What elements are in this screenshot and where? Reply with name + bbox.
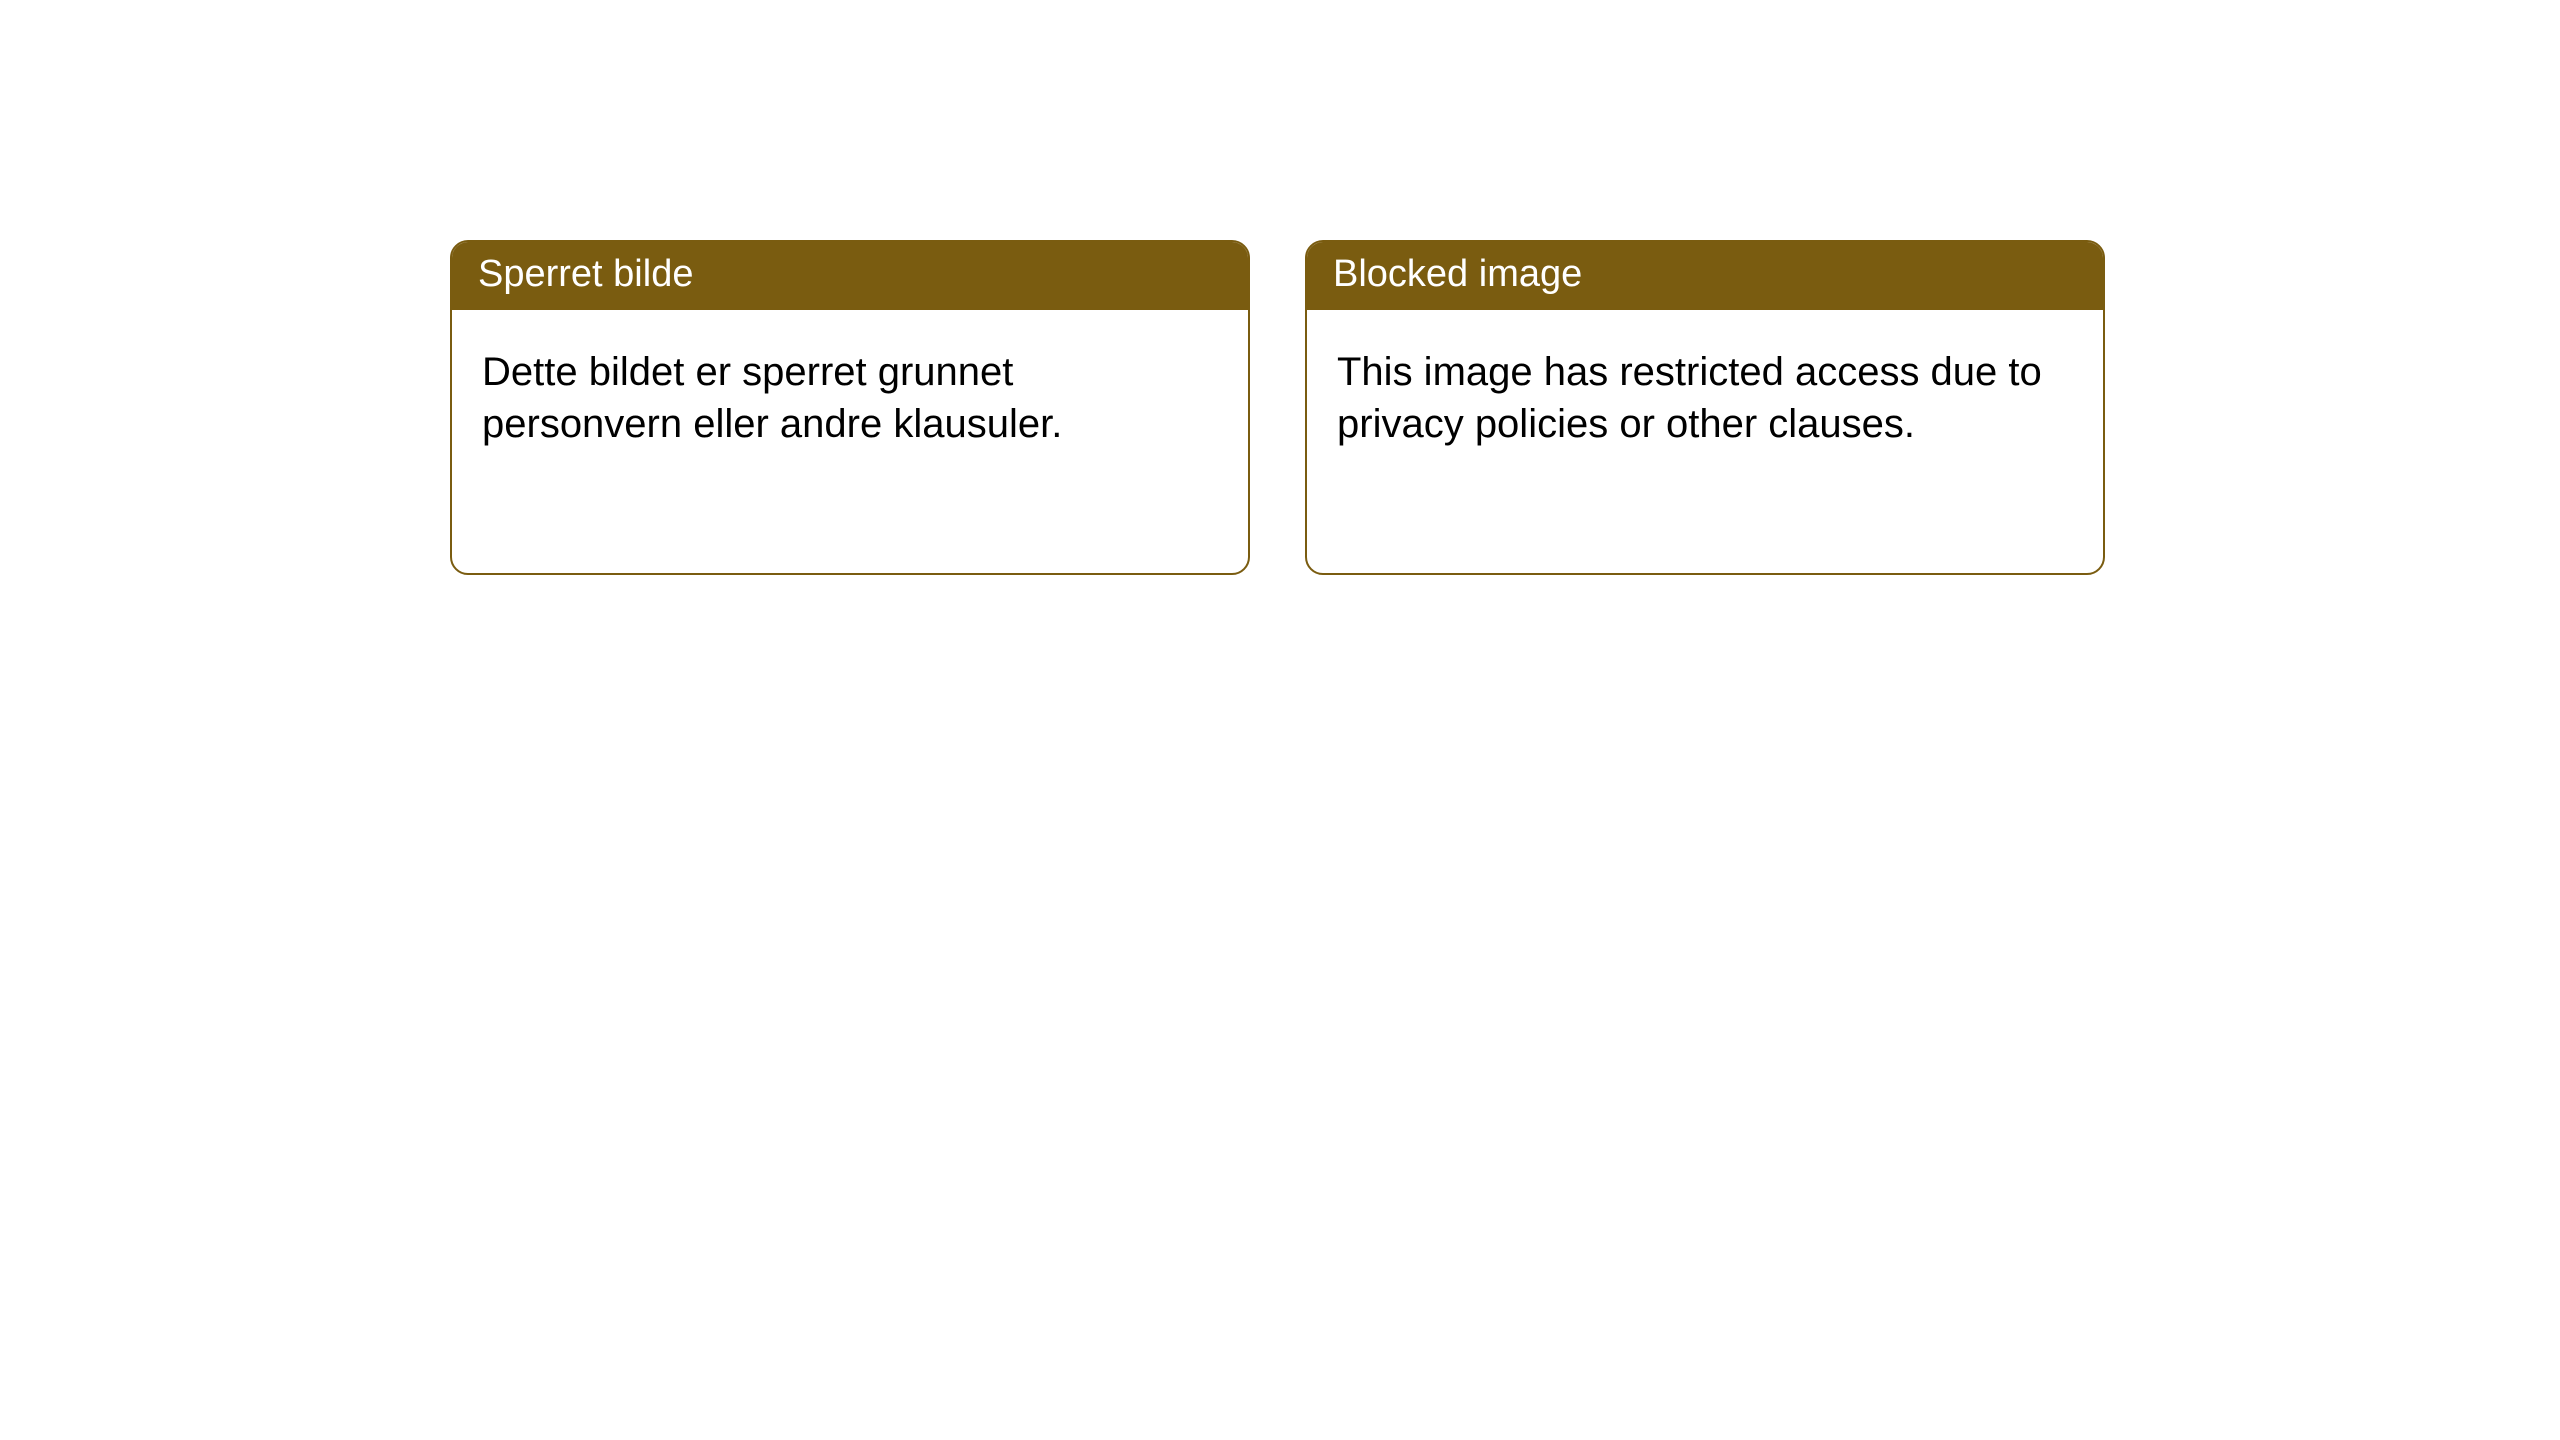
card-header: Sperret bilde [452, 242, 1248, 310]
card-message: Dette bildet er sperret grunnet personve… [482, 350, 1062, 446]
card-message: This image has restricted access due to … [1337, 350, 2042, 446]
card-body: This image has restricted access due to … [1307, 310, 2103, 480]
card-title: Blocked image [1333, 253, 1582, 295]
card-body: Dette bildet er sperret grunnet personve… [452, 310, 1248, 480]
card-title: Sperret bilde [478, 253, 693, 295]
notice-cards-container: Sperret bilde Dette bildet er sperret gr… [450, 240, 2105, 575]
notice-card-english: Blocked image This image has restricted … [1305, 240, 2105, 575]
card-header: Blocked image [1307, 242, 2103, 310]
notice-card-norwegian: Sperret bilde Dette bildet er sperret gr… [450, 240, 1250, 575]
